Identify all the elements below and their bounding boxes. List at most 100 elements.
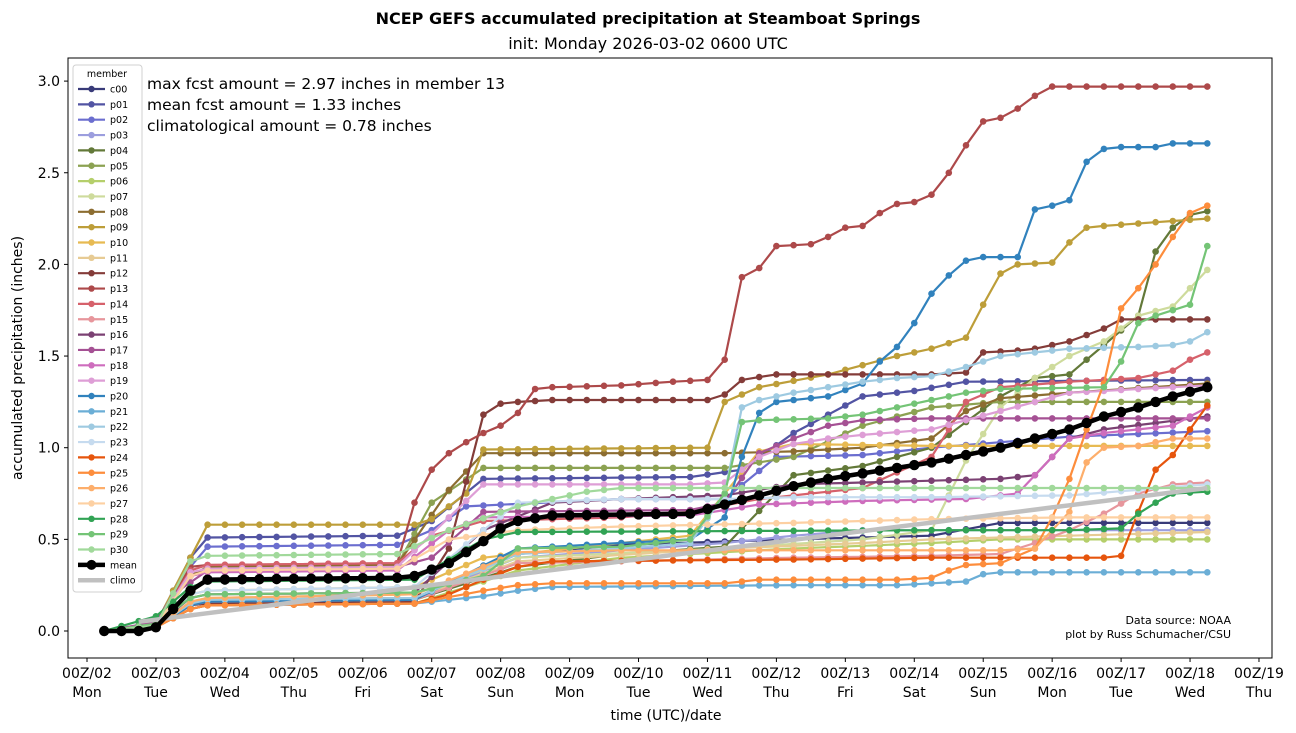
data-point-p09 (549, 445, 556, 453)
data-point-p11 (928, 536, 935, 543)
data-point-p30 (497, 509, 504, 516)
data-point-p07 (1152, 307, 1159, 315)
data-point-p27 (824, 518, 832, 526)
data-point-p10 (893, 442, 901, 449)
data-point-p11 (979, 534, 987, 542)
data-point-p27 (1014, 514, 1021, 522)
data-point-p17 (807, 428, 815, 436)
data-point-p27 (773, 519, 780, 527)
data-point-p07 (1186, 284, 1194, 292)
data-point-p20 (1100, 145, 1108, 153)
data-point-p19 (928, 426, 935, 433)
data-point-p01 (807, 420, 815, 428)
data-point-p13 (773, 242, 780, 250)
data-point-p05 (566, 464, 573, 472)
data-point-p05 (497, 464, 504, 472)
data-point-p26 (1117, 443, 1125, 451)
data-point-p16 (979, 476, 987, 483)
data-point-c00 (1152, 519, 1159, 527)
data-point-p30 (997, 484, 1004, 492)
data-point-p02 (1135, 430, 1142, 438)
data-point-mean (1064, 424, 1075, 435)
legend-label: p06 (110, 177, 128, 188)
data-point-p11 (997, 534, 1004, 541)
data-point-p26 (807, 547, 815, 554)
data-point-p01 (635, 474, 642, 481)
legend-label: p08 (110, 207, 128, 218)
data-point-p11 (876, 538, 884, 546)
data-point-p28 (1083, 526, 1090, 533)
data-point-p02 (876, 449, 884, 457)
data-point-p13 (704, 376, 711, 384)
data-point-p19 (807, 438, 815, 445)
data-point-p24 (1117, 552, 1125, 560)
legend-label: p03 (110, 131, 128, 142)
data-point-p29 (307, 590, 315, 597)
data-point-mean (840, 470, 851, 482)
data-point-p17 (1169, 415, 1177, 422)
data-point-p27 (462, 533, 470, 541)
legend-label: p15 (110, 315, 128, 326)
data-point-p24 (790, 556, 797, 563)
x-tick-label: 00Z/02 (62, 666, 112, 682)
legend-label: p26 (110, 484, 128, 495)
data-point-p05 (945, 402, 953, 410)
legend-title: member (87, 69, 127, 80)
data-point-p23 (704, 495, 711, 503)
data-point-p22 (1152, 342, 1159, 350)
data-point-c00 (1169, 519, 1177, 527)
data-point-p01 (859, 393, 866, 400)
data-point-p21 (997, 569, 1004, 576)
data-point-p10 (842, 441, 849, 449)
data-point-p30 (1031, 484, 1039, 492)
legend-entry-p07: p07 (78, 192, 128, 203)
legend-entry-p25: p25 (78, 468, 128, 479)
data-point-p07 (1100, 338, 1108, 345)
data-point-p09 (893, 352, 901, 360)
data-point-p11 (618, 551, 625, 559)
data-point-p09 (359, 521, 367, 528)
data-point-p09 (911, 349, 918, 356)
data-point-p09 (721, 398, 728, 406)
x-tick-label: 00Z/14 (889, 666, 939, 682)
data-point-p29 (411, 589, 418, 596)
data-point-p23 (962, 493, 970, 501)
data-point-p13 (911, 198, 918, 206)
data-point-mean (771, 485, 782, 496)
data-point-p12 (497, 400, 504, 408)
data-point-p02 (256, 542, 263, 550)
legend-swatch-marker (88, 223, 95, 231)
data-point-p27 (1048, 514, 1056, 521)
data-point-p04 (790, 471, 797, 479)
data-point-mean (650, 508, 661, 520)
data-point-c00 (1014, 519, 1021, 527)
data-point-p06 (1100, 536, 1108, 543)
data-point-p09 (1083, 224, 1090, 231)
data-point-p24 (807, 556, 815, 563)
data-point-p26 (790, 547, 797, 554)
data-point-p25 (618, 580, 625, 587)
series-climo (138, 485, 1208, 625)
data-point-mean (99, 625, 110, 637)
data-point-p17 (1135, 415, 1142, 422)
data-point-p17 (1066, 415, 1073, 422)
data-point-p17 (428, 554, 436, 561)
data-point-p29 (842, 413, 849, 420)
data-point-p17 (997, 415, 1004, 422)
data-point-p13 (514, 409, 522, 417)
data-point-p22 (928, 372, 935, 380)
data-point-p27 (1169, 514, 1177, 521)
data-point-p30 (859, 484, 866, 492)
data-point-p29 (669, 537, 677, 545)
data-point-p28 (807, 527, 815, 534)
data-point-p29 (1066, 384, 1073, 392)
legend-swatch-marker (88, 515, 95, 522)
legend-swatch-marker (88, 254, 95, 262)
legend: member c00 p01 p02 p03 p04 p05 p06 p07 p08 p09 p10 p… (72, 64, 143, 593)
x-tick-weekday: Fri (837, 685, 854, 701)
data-point-p09 (325, 521, 332, 528)
data-point-mean (495, 523, 506, 534)
legend-entry-p15: p15 (78, 315, 128, 326)
data-point-p05 (1083, 398, 1090, 406)
data-point-p25 (342, 600, 349, 608)
